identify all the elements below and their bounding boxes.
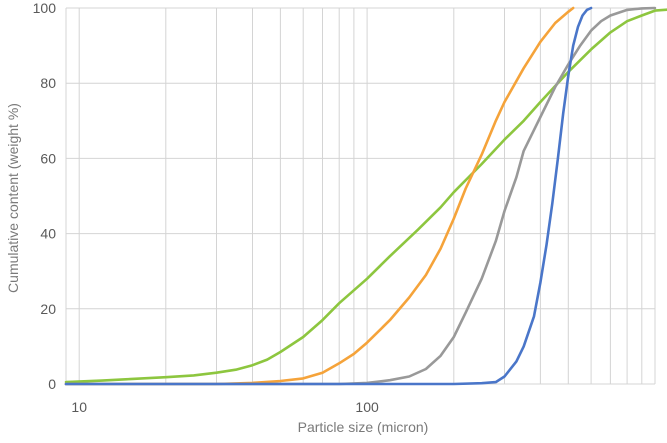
- x-tick-label: 100: [355, 399, 379, 415]
- series-line-1: [66, 8, 667, 382]
- y-tick-label: 80: [40, 75, 56, 91]
- tick-labels: 0 20 40 60 80 100 10 100: [33, 0, 379, 415]
- series-lines: [66, 8, 667, 384]
- series-line-4: [66, 8, 591, 384]
- y-tick-label: 20: [40, 301, 56, 317]
- series-line-3: [66, 8, 655, 384]
- x-tick-label: 10: [71, 399, 87, 415]
- grid: [66, 8, 655, 384]
- y-tick-label: 60: [40, 150, 56, 166]
- series-line-2: [66, 8, 573, 384]
- x-axis-label: Particle size (micron): [298, 419, 429, 435]
- y-axis-label: Cumulative content (weight %): [5, 103, 21, 293]
- y-tick-label: 100: [33, 0, 57, 16]
- y-tick-label: 0: [48, 376, 56, 392]
- y-tick-label: 40: [40, 226, 56, 242]
